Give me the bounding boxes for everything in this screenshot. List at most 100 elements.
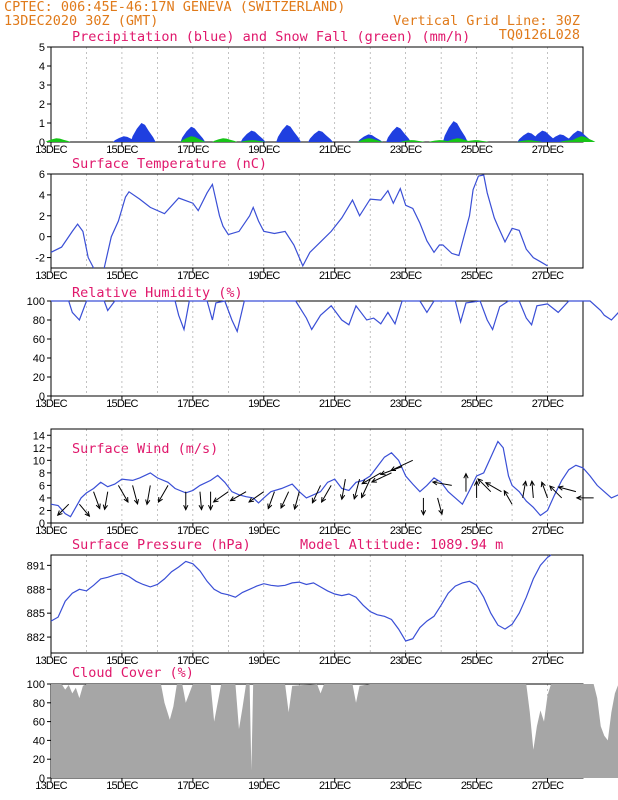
wind-arrow <box>390 459 413 471</box>
precipitation-peak <box>240 130 266 142</box>
wind-arrow-head <box>473 479 480 486</box>
humidity-y-tick-label: 80 <box>33 315 45 327</box>
pressure-y-tick-label: 882 <box>27 632 45 644</box>
wind-arrow <box>280 491 290 509</box>
pressure-x-tick-label: 19DEC <box>248 655 280 667</box>
wind-arrow <box>311 485 321 504</box>
wind-arrow-head <box>123 497 129 504</box>
wind-arrow-head <box>183 504 189 511</box>
wind-arrow-head <box>549 485 555 491</box>
wind-x-tick-label: 25DEC <box>461 525 493 537</box>
pressure-line <box>50 554 552 642</box>
wind-arrow-head <box>557 485 564 491</box>
wind-arrow <box>199 491 203 510</box>
humidity-y-tick-label: 20 <box>33 372 45 384</box>
wind-arrow-head <box>370 477 377 483</box>
temp-y-tick-label: 2 <box>39 211 45 223</box>
wind-arrow-head <box>361 479 368 485</box>
wind-y-tick-label: 10 <box>33 455 45 467</box>
humidity-line <box>51 300 618 334</box>
wind-arrow-head <box>477 478 483 484</box>
cloud-x-tick-label: 19DEC <box>248 780 280 792</box>
pressure-x-tick-label: 17DEC <box>177 655 209 667</box>
wind-arrow <box>248 491 265 503</box>
wind-arrow-head <box>540 481 546 488</box>
humidity-x-tick-label: 23DEC <box>390 398 422 410</box>
wind-x-tick-label: 27DEC <box>532 525 564 537</box>
snowfall-peak <box>400 140 426 142</box>
wind-arrow-head <box>145 499 151 506</box>
wind-arrow <box>522 481 527 499</box>
pressure-y-tick-label: 888 <box>27 584 45 596</box>
temp-y-tick-label: 6 <box>39 169 45 181</box>
snowfall-peak <box>570 136 596 142</box>
wind-arrow-head <box>575 495 582 501</box>
wind-arrow-head <box>311 497 317 504</box>
model-altitude-label: Model Altitude: 1089.94 m <box>300 537 503 553</box>
temp-y-tick-label: -2 <box>35 253 45 265</box>
wind-y-tick-label: 2 <box>39 505 45 517</box>
wind-arrow-head <box>212 497 219 503</box>
humidity-x-tick-label: 27DEC <box>532 398 564 410</box>
wind-y-tick-label: 4 <box>39 493 45 505</box>
wind-arrow-head <box>522 480 528 487</box>
cloud-x-tick-label: 21DEC <box>319 780 351 792</box>
wind-arrow <box>117 485 129 503</box>
cloud-y-tick-label: 20 <box>33 754 45 766</box>
wind-y-tick-label: 0 <box>39 518 45 530</box>
pressure-x-tick-label: 15DEC <box>106 655 138 667</box>
wind-arrow-head <box>267 503 273 510</box>
precipitation-peak <box>308 130 333 142</box>
temperature-line <box>50 223 95 269</box>
wind-arrow-head <box>102 504 108 511</box>
precip-y-tick-label: 2 <box>39 99 45 111</box>
cloud-x-tick-label: 25DEC <box>461 780 493 792</box>
wind-arrow-head <box>84 511 91 518</box>
wind-arrow-head <box>389 466 397 472</box>
temp-y-tick-label: 0 <box>39 232 45 244</box>
precipitation-peak <box>130 123 156 142</box>
wind-arrow-head <box>379 470 386 476</box>
wind-x-tick-label: 15DEC <box>106 525 138 537</box>
humidity-x-tick-label: 21DEC <box>319 398 351 410</box>
wind-arrow-head <box>503 489 509 496</box>
wind-arrow <box>78 503 90 517</box>
cloud-x-tick-label: 15DEC <box>106 780 138 792</box>
wind-panel-title: Surface Wind (m/s) <box>72 441 218 457</box>
wind-arrow <box>531 481 534 498</box>
wind-arrow <box>213 491 229 503</box>
wind-y-tick-label: 8 <box>39 468 45 480</box>
pressure-x-tick-label: 13DEC <box>35 655 67 667</box>
wind-arrow-head <box>438 509 444 516</box>
snowfall-peak <box>212 138 238 142</box>
cloud-x-tick-label: 23DEC <box>390 780 422 792</box>
temp-y-tick-label: 4 <box>39 190 45 202</box>
humidity-y-tick-label: 40 <box>33 353 45 365</box>
humidity-x-tick-label: 15DEC <box>106 398 138 410</box>
cloud-x-tick-label: 27DEC <box>532 780 564 792</box>
precipitation-peak <box>531 130 557 142</box>
precip-x-tick-label: 15DEC <box>106 144 138 156</box>
wind-arrow <box>477 478 492 493</box>
cloud-y-tick-label: 60 <box>33 717 45 729</box>
wind-x-tick-label: 17DEC <box>177 525 209 537</box>
precip-x-tick-label: 17DEC <box>177 144 209 156</box>
wind-arrow <box>549 485 563 499</box>
wind-arrow <box>361 478 371 498</box>
precip-x-tick-label: 19DEC <box>248 144 280 156</box>
header-line1-left: CPTEC: 006:45E-46:17N GENEVA (SWITZERLAN… <box>4 0 345 15</box>
temp-x-tick-label: 23DEC <box>390 270 422 282</box>
wind-arrow <box>93 491 101 509</box>
snowfall-peak <box>180 136 206 142</box>
wind-arrow <box>437 497 443 515</box>
precipitation-peak <box>442 121 468 142</box>
wind-speed-line <box>50 440 618 518</box>
snowfall-peak <box>517 140 543 142</box>
precip-y-tick-label: 3 <box>39 80 45 92</box>
snowfall-peak <box>464 140 490 142</box>
pressure-y-tick-label: 891 <box>27 560 45 572</box>
wind-y-tick-label: 14 <box>33 430 45 442</box>
temp-x-tick-label: 27DEC <box>532 270 564 282</box>
